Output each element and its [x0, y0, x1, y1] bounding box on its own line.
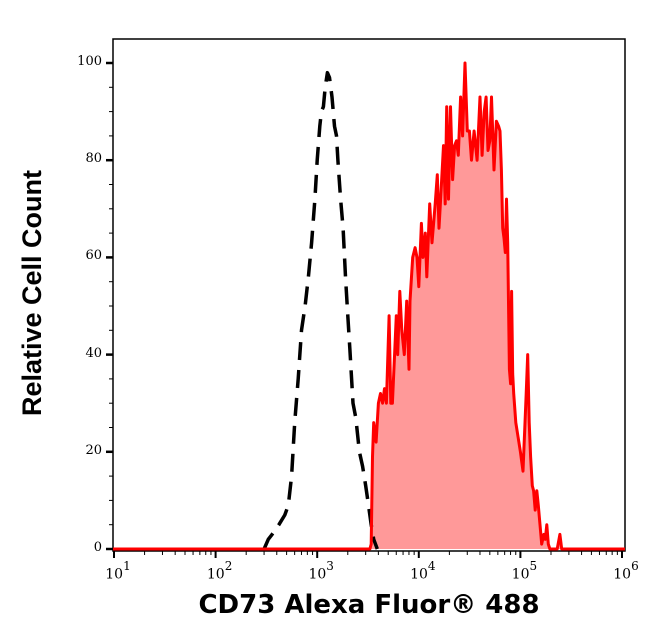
x-axis-label: CD73 Alexa Fluor® 488: [198, 590, 540, 620]
y-tick-label: 60: [85, 248, 102, 264]
x-tick-label: 105: [511, 559, 538, 583]
y-tick-label: 100: [77, 54, 102, 69]
x-tick-label: 101: [105, 559, 131, 583]
y-tick-label: 20: [85, 442, 102, 458]
x-tick-label: 103: [308, 559, 334, 583]
control-series-line: [262, 70, 379, 550]
x-tick-label: 102: [206, 559, 233, 583]
x-tick-label: 104: [410, 559, 436, 583]
y-tick-label: 0: [93, 540, 102, 555]
y-axis-ticks: [106, 61, 113, 551]
y-axis-label: Relative Cell Count: [17, 169, 47, 417]
x-axis-ticks: [113, 551, 623, 558]
y-tick-label: 40: [85, 345, 102, 361]
stained-series-line: [113, 61, 625, 551]
histogram-lines: [113, 61, 625, 551]
series-fill: [113, 63, 625, 549]
y-tick-label: 80: [85, 151, 102, 167]
plot-frame: [112, 38, 626, 552]
x-tick-label: 106: [613, 559, 639, 583]
filled-histogram: [113, 63, 625, 549]
